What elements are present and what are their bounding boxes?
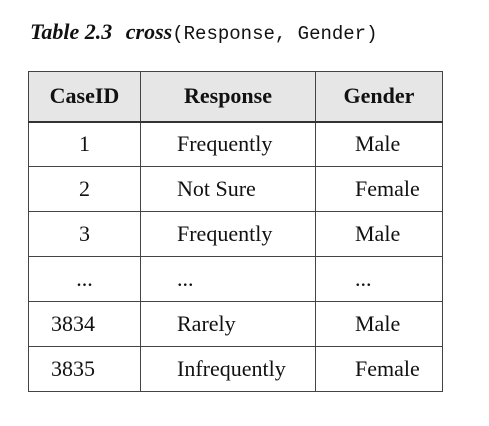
cell-response: Not Sure [140, 166, 316, 212]
cell-caseid: ... [28, 256, 141, 302]
table-number: Table 2.3 [30, 19, 113, 44]
table-row: 3834 Rarely Male [28, 301, 443, 347]
function-name: cross [125, 19, 173, 44]
cell-gender: Male [315, 301, 443, 347]
table-row: 3835 Infrequently Female [28, 346, 443, 392]
function-arguments: Response, Gender [183, 23, 367, 45]
cell-caseid: 3 [28, 211, 141, 257]
table-row: ... ... ... [28, 256, 443, 302]
cell-gender: Female [315, 346, 443, 392]
column-header-response: Response [140, 71, 316, 123]
cell-gender: Male [315, 211, 443, 257]
open-paren: ( [172, 23, 184, 45]
cell-caseid: 2 [28, 166, 141, 212]
cell-caseid: 3834 [28, 301, 141, 347]
cell-response: Infrequently [140, 346, 316, 392]
cell-response: Frequently [140, 121, 316, 167]
column-header-caseid: CaseID [28, 71, 141, 123]
table-row: 1 Frequently Male [28, 121, 443, 167]
cell-gender: ... [315, 256, 443, 302]
close-paren: ) [366, 23, 378, 45]
cell-gender: Female [315, 166, 443, 212]
table-row: 2 Not Sure Female [28, 166, 443, 212]
cell-response: Frequently [140, 211, 316, 257]
cell-response: Rarely [140, 301, 316, 347]
cell-response: ... [140, 256, 316, 302]
data-table: CaseID Response Gender 1 Frequently Male… [28, 71, 443, 392]
cell-caseid: 3835 [28, 346, 141, 392]
table-header-row: CaseID Response Gender [28, 71, 443, 123]
table-caption: Table 2.3 cross(Response, Gender) [30, 18, 378, 48]
cell-caseid: 1 [28, 121, 141, 167]
column-header-gender: Gender [315, 71, 443, 123]
table-row: 3 Frequently Male [28, 211, 443, 257]
cell-gender: Male [315, 121, 443, 167]
caption-function: cross(Response, Gender) [125, 19, 378, 45]
